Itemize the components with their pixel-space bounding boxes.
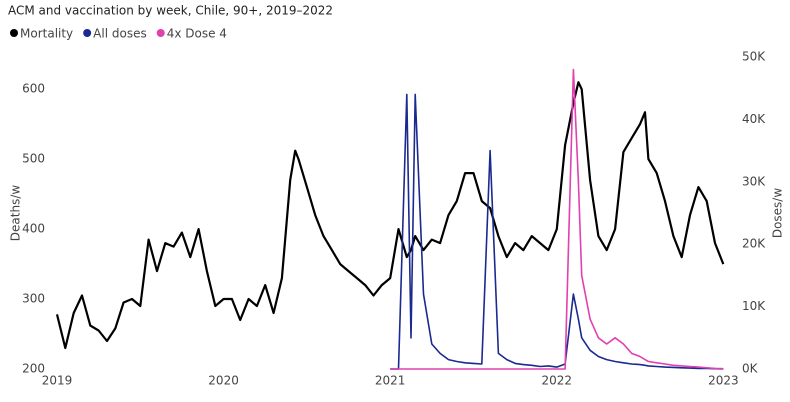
x-tick-label: 2019 bbox=[42, 374, 73, 388]
series-line bbox=[55, 81, 725, 350]
y2-tick-label: 20K bbox=[742, 237, 766, 251]
y2-tick-label: 40K bbox=[742, 112, 766, 126]
y-tick-label: 500 bbox=[22, 152, 45, 166]
legend-label: Mortality bbox=[20, 27, 73, 41]
y2-axis-label: Doses/w bbox=[771, 188, 785, 239]
x-tick-label: 2021 bbox=[375, 374, 406, 388]
chart-title: ACM and vaccination by week, Chile, 90+,… bbox=[8, 4, 333, 18]
x-tick-label: 2020 bbox=[208, 374, 239, 388]
y-tick-label: 400 bbox=[22, 222, 45, 236]
legend-marker bbox=[156, 29, 165, 37]
y-axis-label: Deaths/w bbox=[9, 185, 23, 242]
x-tick-label: 2023 bbox=[708, 374, 739, 388]
y-tick-label: 200 bbox=[22, 362, 45, 376]
y2-tick-label: 50K bbox=[742, 50, 766, 64]
y2-tick-label: 10K bbox=[742, 299, 766, 313]
legend-marker bbox=[83, 29, 92, 37]
series-line bbox=[390, 68, 724, 370]
legend-label: 4x Dose 4 bbox=[167, 27, 227, 41]
x-tick-label: 2022 bbox=[541, 374, 572, 388]
legend-marker bbox=[10, 29, 18, 37]
y-tick-label: 300 bbox=[22, 292, 45, 306]
y2-tick-label: 0K bbox=[742, 362, 759, 376]
legend-label: All doses bbox=[93, 27, 147, 41]
series-line bbox=[390, 93, 724, 370]
y-tick-label: 600 bbox=[22, 82, 45, 96]
y2-tick-label: 30K bbox=[742, 174, 766, 188]
